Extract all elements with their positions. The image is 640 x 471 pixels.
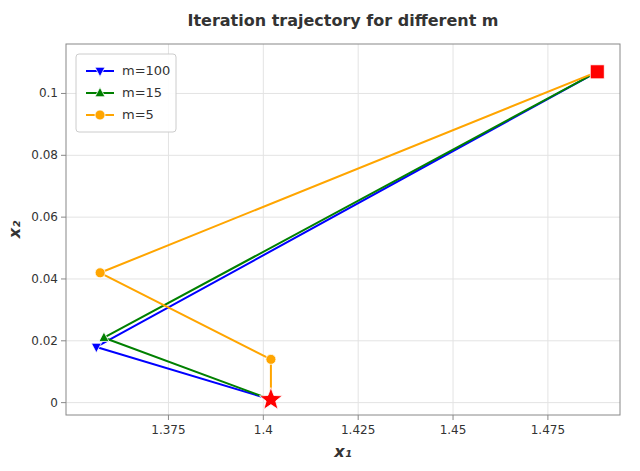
y-grid-line (66, 217, 620, 218)
chart-title: Iteration trajectory for different m (187, 11, 498, 30)
point-marker (95, 268, 105, 278)
x-grid-line (358, 44, 359, 415)
y-grid-line (66, 278, 620, 279)
legend-entry: m=15 (122, 85, 162, 100)
chart-svg: 1.375 1.4 1.425 1.45 1.475 0 0.02 0.04 0.06 0.08 0… (0, 0, 640, 471)
x-axis-label: x₁ (333, 442, 351, 461)
x-tick (453, 415, 454, 420)
y-tick-label: 0.1 (39, 86, 58, 100)
y-grid-line (66, 155, 620, 156)
x-tick (168, 415, 169, 420)
x-grid-line (263, 44, 264, 415)
y-tick (61, 217, 66, 218)
legend-marker (95, 87, 105, 97)
y-grid-line (66, 402, 620, 403)
y-tick (61, 278, 66, 279)
y-tick (61, 402, 66, 403)
series-3 (590, 65, 604, 79)
chart-container: 1.375 1.4 1.425 1.45 1.475 0 0.02 0.04 0.06 0.08 0… (0, 0, 640, 471)
legend-box (76, 54, 176, 132)
legend-entry: m=100 (122, 63, 170, 78)
point-marker (266, 354, 276, 364)
y-tick-label: 0.06 (31, 210, 58, 224)
plot-frame (66, 44, 620, 415)
series-4 (259, 388, 282, 410)
x-tick-label: 1.375 (151, 423, 185, 437)
y-tick-label: 0.02 (31, 334, 58, 348)
x-tick-label: 1.45 (440, 423, 467, 437)
x-grid-line (453, 44, 454, 415)
x-tick (263, 415, 264, 420)
x-tick (547, 415, 548, 420)
y-tick-label: 0.04 (31, 272, 58, 286)
legend-marker (95, 67, 105, 77)
point-marker (590, 65, 604, 79)
point-marker (91, 343, 101, 353)
plot-background (66, 44, 620, 415)
y-axis-label: x₂ (5, 221, 24, 239)
y-tick-label: 0 (50, 396, 58, 410)
x-tick (358, 415, 359, 420)
x-tick-label: 1.475 (531, 423, 565, 437)
series-line (104, 72, 597, 400)
y-tick (61, 340, 66, 341)
y-tick (61, 93, 66, 94)
y-tick (61, 155, 66, 156)
x-tick-label: 1.4 (254, 423, 273, 437)
point-marker (259, 388, 282, 410)
axes: 1.375 1.4 1.425 1.45 1.475 0 0.02 0.04 0.06 0.08 0… (31, 44, 620, 437)
legend-entry: m=5 (122, 107, 154, 122)
x-tick-label: 1.425 (341, 423, 375, 437)
point-marker (99, 332, 109, 342)
legend: m=100 m=15 m=5 (76, 54, 176, 132)
y-grid-line (66, 340, 620, 341)
y-tick-label: 0.08 (31, 148, 58, 162)
legend-marker (95, 110, 105, 120)
